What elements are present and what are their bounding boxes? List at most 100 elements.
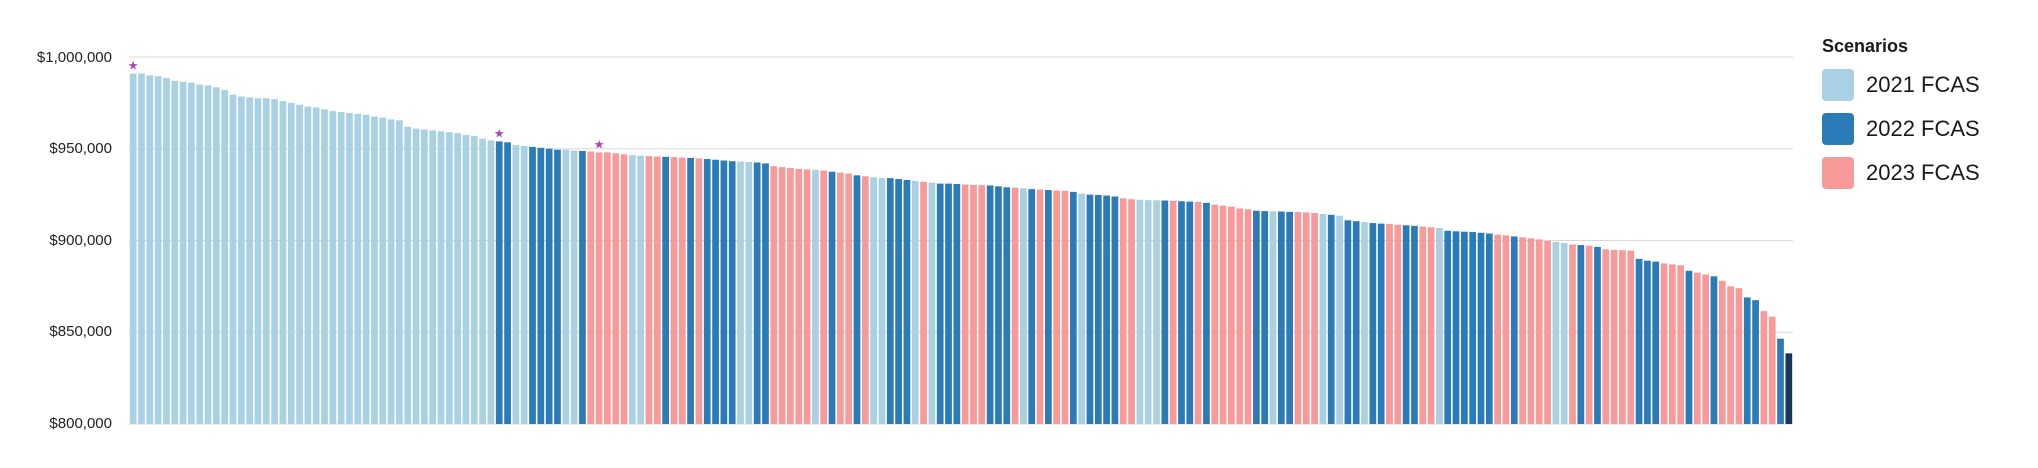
bar[interactable]	[1419, 226, 1427, 424]
bar[interactable]	[254, 98, 262, 424]
bar[interactable]	[1061, 190, 1069, 424]
bar[interactable]	[1386, 223, 1393, 424]
bar[interactable]	[1669, 264, 1676, 424]
bar[interactable]	[662, 156, 669, 424]
bar[interactable]	[512, 145, 520, 424]
bar[interactable]	[387, 119, 395, 424]
bar[interactable]	[1452, 231, 1460, 424]
bar[interactable]	[620, 154, 628, 424]
bar[interactable]	[1710, 276, 1718, 424]
bar[interactable]	[504, 142, 511, 424]
bar[interactable]	[920, 181, 927, 424]
bar[interactable]	[246, 97, 253, 425]
bar[interactable]	[1702, 274, 1709, 424]
bar[interactable]	[703, 159, 711, 424]
bar[interactable]	[595, 152, 603, 425]
bar[interactable]	[1544, 240, 1551, 424]
bar[interactable]	[329, 111, 337, 424]
bar[interactable]	[1119, 198, 1127, 424]
bar[interactable]	[213, 87, 220, 424]
bar[interactable]	[1427, 227, 1435, 424]
bar[interactable]	[770, 166, 778, 424]
bar[interactable]	[895, 179, 902, 424]
legend-item-2023-fcas[interactable]: 2023 FCAS	[1822, 157, 1980, 189]
bar[interactable]	[1003, 187, 1011, 424]
bar[interactable]	[1760, 311, 1768, 424]
bar[interactable]	[412, 128, 420, 424]
bar[interactable]	[229, 94, 237, 425]
bar[interactable]	[928, 182, 936, 424]
bar[interactable]	[1752, 300, 1759, 424]
bar[interactable]	[1502, 235, 1510, 424]
bar[interactable]	[1635, 258, 1643, 424]
bar[interactable]	[612, 153, 620, 424]
bar[interactable]	[1161, 200, 1169, 425]
bar[interactable]	[138, 73, 145, 424]
bar[interactable]	[371, 116, 378, 424]
bar[interactable]	[1510, 236, 1518, 424]
bar[interactable]	[1602, 249, 1610, 424]
bar[interactable]	[803, 169, 811, 424]
bar[interactable]	[1178, 201, 1185, 424]
bar[interactable]	[237, 96, 245, 424]
bar[interactable]	[1402, 225, 1410, 424]
bar[interactable]	[221, 90, 229, 424]
bar[interactable]	[1078, 193, 1085, 424]
bar[interactable]	[271, 99, 278, 424]
bar[interactable]	[1261, 211, 1269, 424]
bar[interactable]	[1286, 211, 1293, 424]
bar[interactable]	[429, 130, 437, 424]
bar[interactable]	[146, 75, 154, 424]
bar[interactable]	[1619, 250, 1626, 424]
bar[interactable]	[828, 171, 836, 424]
bar[interactable]	[986, 185, 994, 424]
legend-item-2022-fcas[interactable]: 2022 FCAS	[1822, 113, 1980, 145]
bar[interactable]	[1469, 232, 1477, 424]
bar[interactable]	[1644, 260, 1651, 424]
bar[interactable]	[1036, 189, 1044, 424]
bar[interactable]	[1169, 200, 1177, 424]
bar[interactable]	[820, 170, 828, 424]
bar[interactable]	[1069, 191, 1077, 424]
bar[interactable]	[1768, 316, 1776, 424]
bar[interactable]	[1577, 245, 1585, 424]
bar[interactable]	[312, 107, 320, 425]
bar[interactable]	[1569, 244, 1576, 424]
bar[interactable]	[1594, 246, 1601, 424]
bar[interactable]	[1344, 220, 1352, 424]
bar[interactable]	[645, 156, 653, 424]
bar[interactable]	[1111, 196, 1119, 424]
bar[interactable]	[1203, 202, 1210, 424]
bar[interactable]	[354, 113, 362, 424]
bar[interactable]	[911, 180, 919, 424]
bar[interactable]	[1352, 221, 1360, 424]
bar[interactable]	[1186, 201, 1194, 424]
bar[interactable]	[1219, 205, 1227, 424]
legend-item-2021-fcas[interactable]: 2021 FCAS	[1822, 69, 1980, 101]
bar[interactable]	[1652, 261, 1660, 424]
bar[interactable]	[537, 147, 545, 424]
bar[interactable]	[296, 104, 303, 425]
bar[interactable]	[1394, 224, 1402, 424]
bar[interactable]	[362, 114, 370, 425]
bar[interactable]	[1311, 212, 1318, 424]
bar[interactable]	[1494, 234, 1501, 424]
bar[interactable]	[396, 120, 403, 424]
bar[interactable]	[1677, 265, 1685, 424]
bar[interactable]	[1377, 223, 1385, 424]
bar[interactable]	[778, 167, 786, 424]
bar[interactable]	[1693, 272, 1701, 424]
bar[interactable]	[1369, 223, 1377, 424]
bar[interactable]	[554, 149, 561, 425]
bar[interactable]	[487, 140, 495, 425]
bar[interactable]	[853, 175, 861, 424]
bar[interactable]	[1735, 288, 1743, 424]
bar[interactable]	[728, 161, 736, 425]
bar[interactable]	[562, 149, 570, 425]
bar[interactable]	[1294, 212, 1302, 424]
bar[interactable]	[1743, 297, 1751, 424]
bar[interactable]	[629, 155, 636, 425]
bar[interactable]	[1144, 200, 1152, 424]
bar[interactable]	[1103, 195, 1110, 424]
bar[interactable]	[1585, 245, 1593, 424]
